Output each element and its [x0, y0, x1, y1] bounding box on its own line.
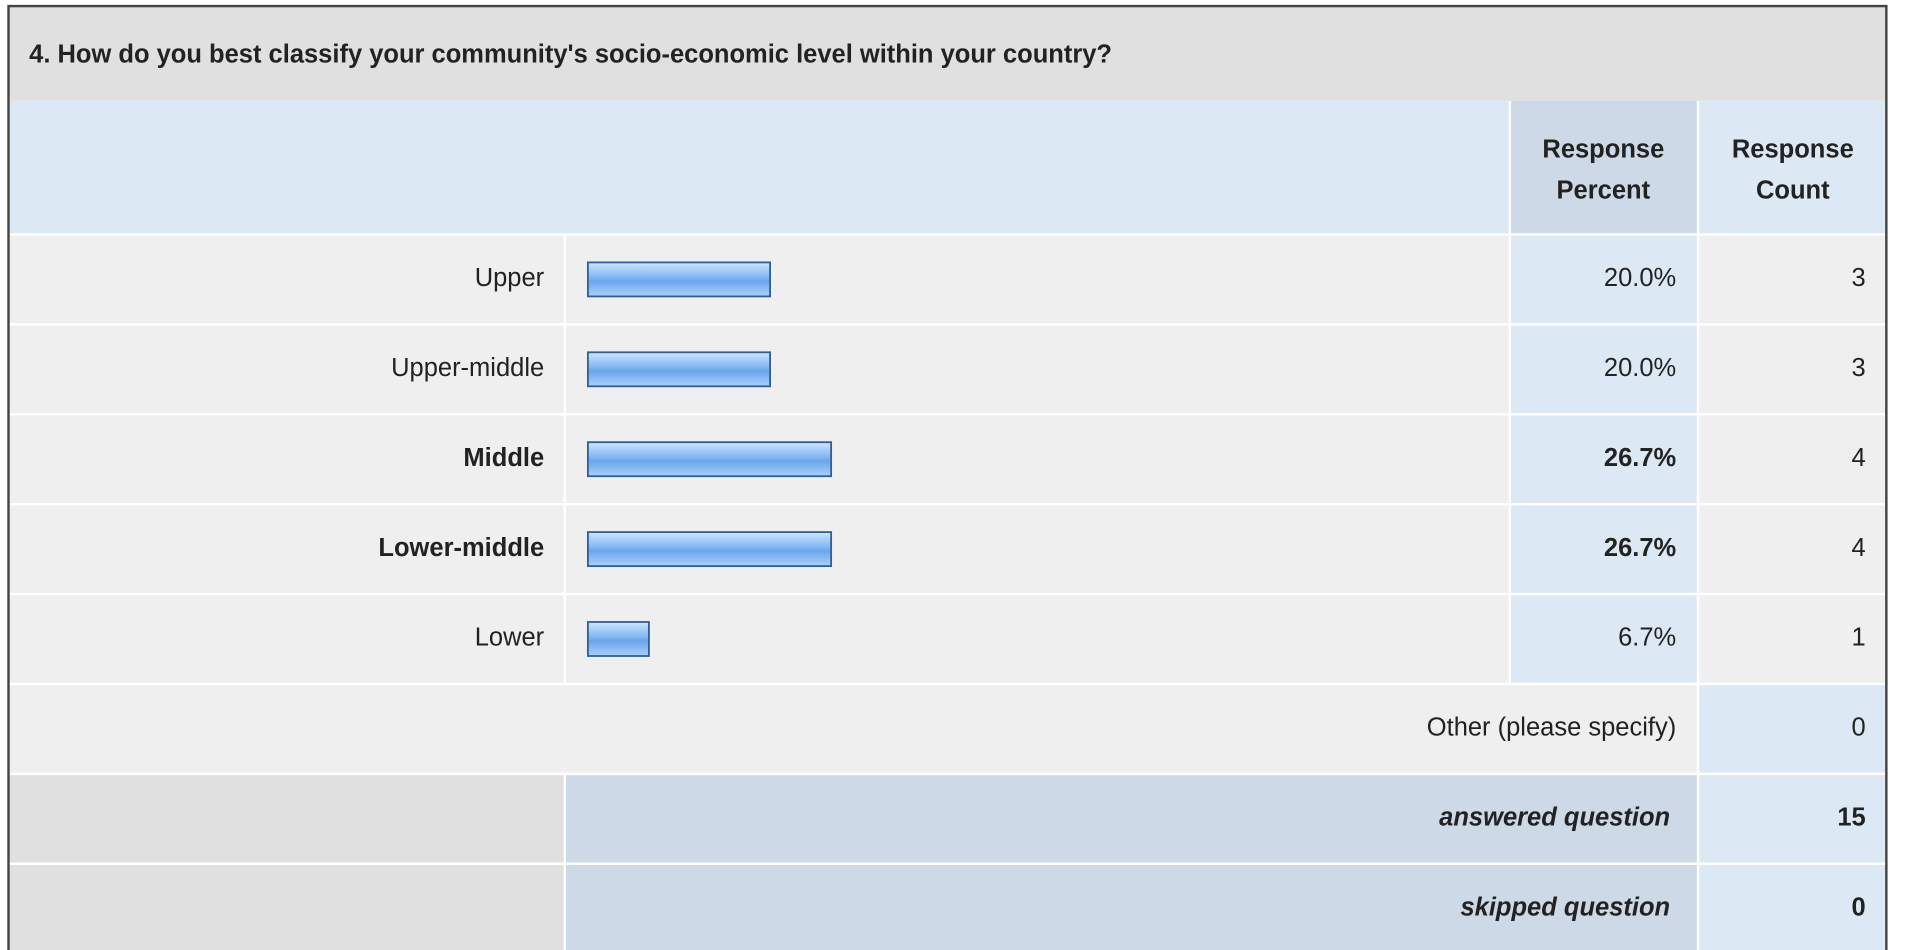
other-cell: [8, 683, 1699, 774]
summary-count-cell: [1698, 863, 1887, 950]
answered-label: answered question: [1439, 804, 1670, 832]
table-border: [7, 4, 1888, 950]
skipped-count: 0: [1852, 893, 1866, 921]
percent-cell: [1509, 504, 1699, 595]
answer-label: Upper: [475, 264, 545, 292]
count-cell: [1698, 504, 1887, 595]
header-percent-bg: [1509, 100, 1699, 235]
count-value: 0: [1852, 714, 1866, 742]
count-value: 3: [1852, 354, 1866, 382]
bar: [586, 441, 833, 478]
header-percent: Response: [1542, 135, 1664, 163]
count-cell: [1698, 683, 1887, 774]
summary-count-cell: [1698, 773, 1887, 864]
answer-label: Middle: [463, 444, 544, 472]
header-count: Count: [1756, 177, 1830, 205]
answer-label: Lower: [475, 624, 545, 652]
header-percent: Percent: [1557, 177, 1651, 205]
count-value: 4: [1852, 444, 1866, 472]
bar-cell: [564, 594, 1510, 684]
bar: [586, 351, 771, 388]
count-cell: [1698, 594, 1887, 684]
other-label: Other (please specify): [1427, 714, 1676, 742]
label-cell: [8, 594, 565, 684]
answered-count: 15: [1837, 804, 1865, 832]
percent-cell: [1509, 324, 1699, 415]
summary-label-cell: [564, 773, 1699, 864]
label-cell: [8, 504, 565, 595]
skipped-label: skipped question: [1460, 893, 1670, 921]
percent-value: 26.7%: [1604, 534, 1676, 562]
summary-label-cell: [564, 863, 1699, 950]
bar: [586, 261, 771, 298]
count-value: 4: [1852, 534, 1866, 562]
percent-value: 6.7%: [1618, 624, 1676, 652]
question-title: 4. How do you best classify your communi…: [29, 41, 1112, 69]
percent-value: 20.0%: [1604, 354, 1676, 382]
summary-left: [8, 773, 565, 864]
percent-value: 26.7%: [1604, 444, 1676, 472]
answer-label: Lower-middle: [378, 534, 544, 562]
count-cell: [1698, 324, 1887, 415]
count-cell: [1698, 234, 1887, 325]
label-cell: [8, 234, 565, 325]
title-bg: [8, 6, 1887, 101]
percent-cell: [1509, 234, 1699, 325]
percent-cell: [1509, 594, 1699, 684]
bar: [586, 621, 650, 657]
count-value: 3: [1852, 264, 1866, 292]
count-cell: [1698, 414, 1887, 505]
header-count: Response: [1732, 135, 1854, 163]
label-cell: [8, 324, 565, 415]
answer-label: Upper-middle: [391, 354, 544, 382]
bar: [586, 531, 833, 568]
label-cell: [8, 414, 565, 505]
summary-left: [8, 863, 565, 950]
count-value: 1: [1852, 624, 1866, 652]
percent-value: 20.0%: [1604, 264, 1676, 292]
percent-cell: [1509, 414, 1699, 505]
